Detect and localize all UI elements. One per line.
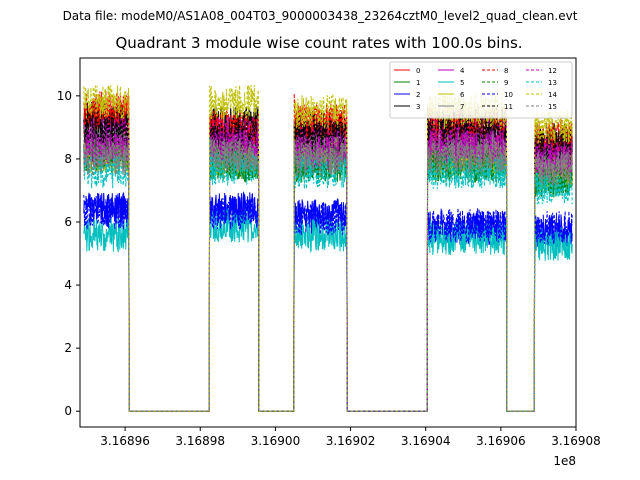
- legend-label: 7: [460, 103, 464, 111]
- legend-label: 11: [504, 103, 513, 111]
- legend-label: 8: [504, 67, 508, 75]
- legend-label: 6: [460, 91, 465, 99]
- legend-label: 3: [416, 103, 420, 111]
- series-line-15: [83, 124, 573, 412]
- series-line-9: [83, 136, 573, 412]
- x-tick-label: 3.16898: [175, 434, 225, 448]
- y-tick-label: 8: [64, 152, 72, 166]
- x-tick-label: 3.16908: [551, 434, 601, 448]
- plot-frame: [79, 57, 577, 428]
- legend-label: 2: [416, 91, 420, 99]
- legend-box: [389, 61, 573, 119]
- legend-label: 10: [504, 91, 513, 99]
- x-axis-offset-label: 1e8: [553, 454, 576, 468]
- y-tick-label: 2: [64, 341, 72, 355]
- legend-label: 15: [548, 103, 557, 111]
- legend-label: 0: [416, 67, 420, 75]
- y-tick-label: 6: [64, 215, 72, 229]
- legend-label: 5: [460, 79, 464, 87]
- series-line-13: [83, 138, 573, 412]
- x-tick-label: 3.16900: [251, 434, 301, 448]
- legend-label: 14: [548, 91, 557, 99]
- series-line-10: [83, 194, 573, 412]
- x-tick-label: 3.16902: [326, 434, 376, 448]
- series-line-14: [83, 84, 573, 412]
- x-tick-label: 3.16896: [100, 434, 150, 448]
- legend-label: 4: [460, 67, 465, 75]
- legend-label: 1: [416, 79, 420, 87]
- chart-title: Quadrant 3 module wise count rates with …: [115, 34, 523, 52]
- legend-label: 13: [548, 79, 557, 87]
- x-tick-label: 3.16904: [401, 434, 451, 448]
- figure-suptitle: Data file: modeM0/AS1A08_004T03_90000034…: [62, 9, 578, 23]
- legend-label: 9: [504, 79, 508, 87]
- y-tick-label: 0: [64, 404, 72, 418]
- y-tick-label: 4: [64, 278, 72, 292]
- x-axis: 3.16896 3.16898 3.16900 3.16902 3.16904 3.169…: [100, 427, 601, 448]
- y-axis: 0 2 4 6 8 10: [57, 89, 80, 418]
- legend-label: 12: [548, 67, 557, 75]
- x-tick-label: 3.16906: [476, 434, 526, 448]
- y-tick-label: 10: [57, 89, 72, 103]
- series-layer: [83, 84, 573, 412]
